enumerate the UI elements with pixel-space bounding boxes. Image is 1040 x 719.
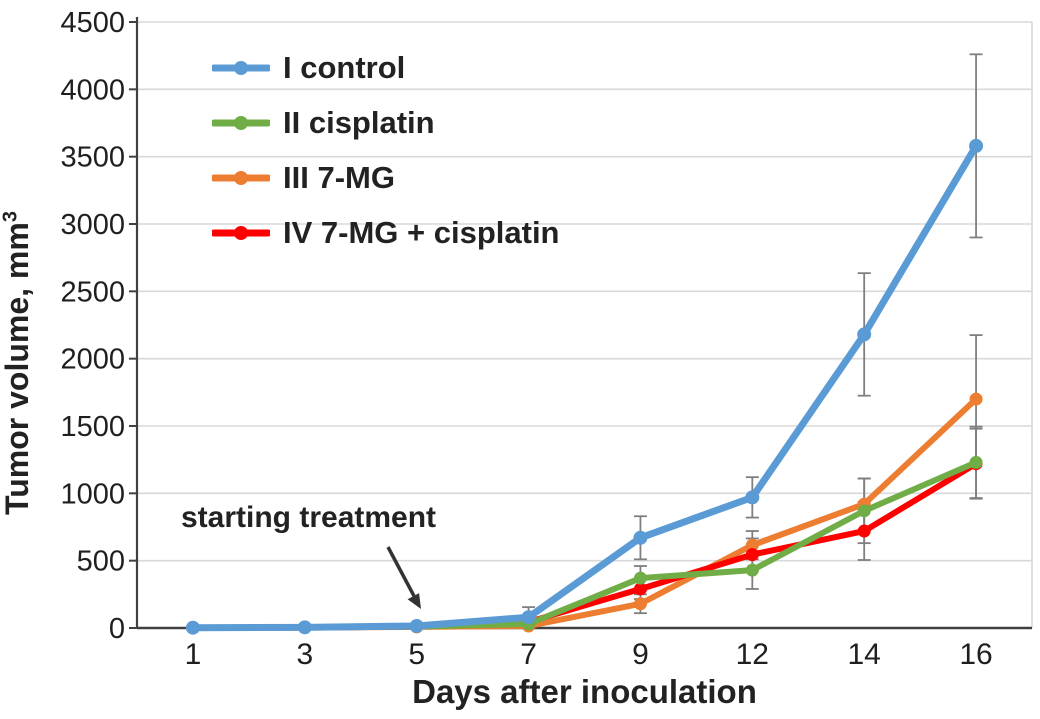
data-point-marker: [745, 538, 759, 552]
data-point-marker: [969, 392, 983, 406]
series-line: [189, 142, 980, 632]
legend-item-4: IV 7-MG + cisplatin: [212, 205, 560, 260]
series-4: [186, 457, 983, 635]
annotation-starting-treatment: starting treatment: [181, 501, 437, 534]
y-tick-label: 2000: [60, 344, 125, 376]
annotation-arrow: [386, 546, 421, 609]
y-tick-label: 2500: [60, 276, 125, 308]
x-tick-label: 14: [848, 638, 881, 671]
data-point-marker: [745, 548, 759, 562]
chart-legend: I control II cisplatin III 7-MG IV 7-MG + c…: [212, 40, 560, 260]
data-point-marker: [409, 618, 424, 633]
legend-label: III 7-MG: [283, 159, 395, 195]
data-point-marker: [185, 620, 200, 635]
x-tick-label: 1: [185, 638, 202, 671]
series-1: [185, 138, 984, 635]
x-tick-label: 9: [632, 638, 649, 671]
x-tick-label: 16: [959, 638, 992, 671]
series-line: [189, 459, 980, 631]
data-point-marker: [969, 455, 983, 469]
data-point-marker: [857, 504, 871, 518]
x-tick-label: 3: [296, 638, 313, 671]
legend-line-marker-icon: [212, 115, 270, 130]
data-point-marker: [857, 327, 872, 342]
legend-label: I control: [283, 49, 406, 85]
x-tick-label: 12: [736, 638, 769, 671]
x-axis-title: Days after inoculation: [412, 673, 757, 710]
x-tick-label: 5: [408, 638, 425, 671]
legend-line-marker-icon: [212, 170, 270, 185]
y-tick-label: 0: [109, 613, 125, 645]
legend-line-marker-icon: [212, 225, 270, 240]
legend-item-2: II cisplatin: [212, 95, 560, 150]
legend-label: II cisplatin: [283, 104, 435, 140]
y-tick-label: 4500: [60, 7, 125, 39]
y-tick-label: 3500: [60, 142, 125, 174]
legend-item-3: III 7-MG: [212, 150, 560, 205]
data-point-marker: [633, 530, 648, 545]
legend-line-marker-icon: [212, 60, 270, 75]
y-axis-title-text: Tumor volume, mm: [0, 222, 35, 515]
data-point-marker: [745, 563, 759, 577]
x-tick-label: 7: [520, 638, 537, 671]
data-point-marker: [745, 490, 760, 505]
legend-item-1: I control: [212, 40, 560, 95]
legend-label: IV 7-MG + cisplatin: [283, 214, 560, 250]
y-tick-label: 1500: [60, 411, 125, 443]
data-point-marker: [633, 582, 647, 596]
data-point-marker: [969, 138, 984, 153]
y-tick-label: 3000: [60, 209, 125, 241]
data-point-marker: [633, 571, 647, 585]
data-point-marker: [297, 620, 312, 635]
data-point-marker: [521, 610, 536, 625]
data-point-marker: [633, 597, 647, 611]
y-tick-label: 500: [77, 546, 125, 578]
y-axis-title: Tumor volume, mm3: [0, 13, 41, 713]
data-point-marker: [857, 524, 871, 538]
y-tick-label: 1000: [60, 478, 125, 510]
y-tick-label: 4000: [60, 74, 125, 106]
y-axis-title-superscript: 3: [0, 211, 22, 223]
